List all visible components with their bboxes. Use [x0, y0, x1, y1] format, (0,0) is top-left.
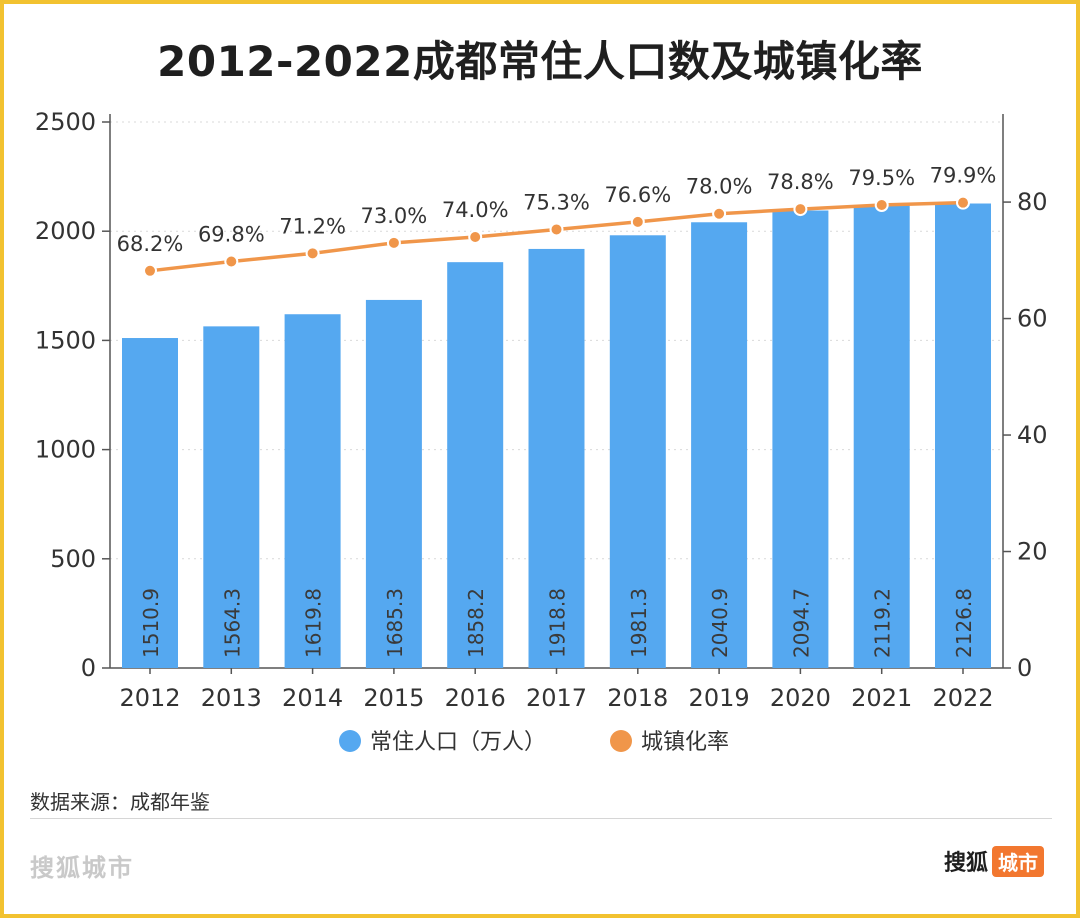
- bar-2018: [609, 235, 666, 669]
- urbanization-point: [224, 254, 239, 269]
- data-source-note: 数据来源：成都年鉴: [30, 790, 210, 814]
- legend-marker-population: [339, 730, 361, 752]
- x-tick-label: 2022: [932, 684, 993, 712]
- y-right-tick-label: 80: [1017, 188, 1048, 216]
- y-left-tick-label: 2500: [35, 108, 96, 136]
- urbanization-label: 79.9%: [930, 164, 997, 188]
- y-left-tick-label: 1500: [35, 326, 96, 354]
- urbanization-point: [468, 230, 483, 245]
- x-tick-label: 2012: [119, 684, 180, 712]
- brand-logo-text: 搜狐: [943, 851, 988, 876]
- bar-value-label: 2119.2: [871, 588, 895, 658]
- bar-value-label: 1564.3: [220, 588, 244, 658]
- urbanization-point: [793, 202, 808, 217]
- y-right-tick-label: 40: [1017, 421, 1048, 449]
- x-tick-label: 2017: [526, 684, 587, 712]
- bar-2021: [853, 205, 910, 668]
- bar-value-label: 2126.8: [952, 588, 976, 658]
- bar-value-label: 2040.9: [708, 588, 732, 658]
- brand-logo-badge: 城市: [992, 845, 1044, 877]
- bar-value-label: 1510.9: [139, 588, 163, 658]
- legend-marker-urbanization: [610, 730, 632, 752]
- bar-2016: [447, 262, 504, 668]
- bar-2017: [528, 248, 585, 668]
- bar-2014: [284, 314, 341, 668]
- urbanization-point: [143, 263, 157, 278]
- page-title: 2012-2022成都常住人口数及城镇化率: [157, 37, 923, 86]
- legend-label-urbanization: 城镇化率: [641, 730, 729, 755]
- bar-2013: [203, 326, 260, 668]
- y-left-tick-label: 1000: [35, 436, 96, 464]
- y-right-tick-label: 60: [1017, 305, 1048, 333]
- brand-logo: 搜狐 城市: [943, 845, 1044, 877]
- urbanization-label: 73.0%: [361, 204, 428, 228]
- y-left-tick-label: 500: [50, 545, 96, 573]
- x-tick-label: 2019: [689, 684, 750, 712]
- y-right-tick-label: 0: [1017, 654, 1032, 682]
- urbanization-label: 69.8%: [198, 222, 265, 246]
- bar-2012: [122, 338, 178, 668]
- urbanization-point: [386, 235, 401, 250]
- bar-2019: [691, 222, 748, 668]
- x-tick-label: 2020: [770, 684, 831, 712]
- urbanization-point: [305, 246, 320, 261]
- urbanization-label: 78.0%: [686, 175, 753, 199]
- urbanization-point: [630, 214, 645, 229]
- urbanization-label: 79.5%: [848, 166, 915, 190]
- urbanization-label: 74.0%: [442, 198, 509, 222]
- bar-2022: [935, 203, 991, 668]
- y-right-tick-label: 20: [1017, 538, 1048, 566]
- bar-value-label: 1858.2: [464, 588, 488, 658]
- bar-value-label: 1619.8: [302, 588, 326, 658]
- urbanization-label: 68.2%: [117, 232, 184, 256]
- urbanization-point: [956, 195, 970, 210]
- bar-2015: [365, 299, 422, 668]
- bar-value-label: 1981.3: [627, 588, 651, 658]
- urbanization-point: [874, 197, 889, 212]
- y-left-tick-label: 2000: [35, 217, 96, 245]
- bar-value-label: 2094.7: [789, 588, 813, 658]
- urbanization-label: 71.2%: [279, 214, 346, 238]
- x-tick-label: 2015: [363, 684, 424, 712]
- urbanization-point: [712, 206, 727, 221]
- legend-label-population: 常住人口（万人）: [370, 730, 546, 755]
- x-tick-label: 2014: [282, 684, 343, 712]
- x-tick-label: 2013: [201, 684, 262, 712]
- brand-watermark: 搜狐城市: [30, 854, 134, 882]
- urbanization-label: 75.3%: [523, 190, 590, 214]
- x-tick-label: 2016: [445, 684, 506, 712]
- x-tick-label: 2018: [607, 684, 668, 712]
- bar-value-label: 1685.3: [383, 588, 407, 658]
- bar-2020: [772, 210, 829, 668]
- y-left-tick-label: 0: [81, 654, 96, 682]
- urbanization-label: 76.6%: [604, 183, 671, 207]
- urbanization-point: [549, 222, 564, 237]
- bar-value-label: 1918.8: [546, 588, 570, 658]
- footer-divider: [30, 818, 1052, 819]
- urbanization-label: 78.8%: [767, 170, 834, 194]
- x-tick-label: 2021: [851, 684, 912, 712]
